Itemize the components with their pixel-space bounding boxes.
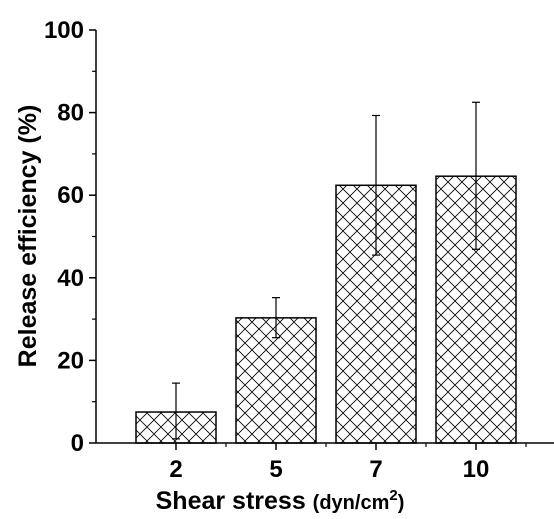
y-tick-label: 0	[71, 430, 84, 457]
x-tick-label-7: 7	[369, 456, 382, 483]
y-tick-label: 80	[57, 100, 84, 127]
x-axis-title-main: Shear stress	[156, 487, 313, 515]
x-axis-title: Shear stress (dyn/cm2)	[156, 487, 405, 515]
x-tick-label-2: 2	[169, 456, 182, 483]
x-tick-label-10: 10	[463, 456, 490, 483]
x-axis-title-unit-sup: 2	[389, 487, 397, 504]
bars-group	[135, 175, 517, 444]
error-bars-group	[172, 101, 480, 440]
y-ticks-group: 0 20 40 60 80 100	[44, 17, 96, 457]
x-axis-title-unit-open: (dyn/cm	[313, 492, 390, 514]
x-axis-title-unit-close: )	[398, 492, 405, 514]
y-tick-label: 40	[57, 265, 84, 292]
y-tick-label: 60	[57, 182, 84, 209]
bar-5	[235, 317, 317, 444]
y-axis-title: Release efficiency (%)	[14, 105, 42, 368]
y-tick-label: 100	[44, 17, 84, 44]
x-tick-label-5: 5	[269, 456, 282, 483]
y-tick-label: 20	[57, 347, 84, 374]
x-ticks-group: 2 5 7 10	[169, 443, 527, 483]
